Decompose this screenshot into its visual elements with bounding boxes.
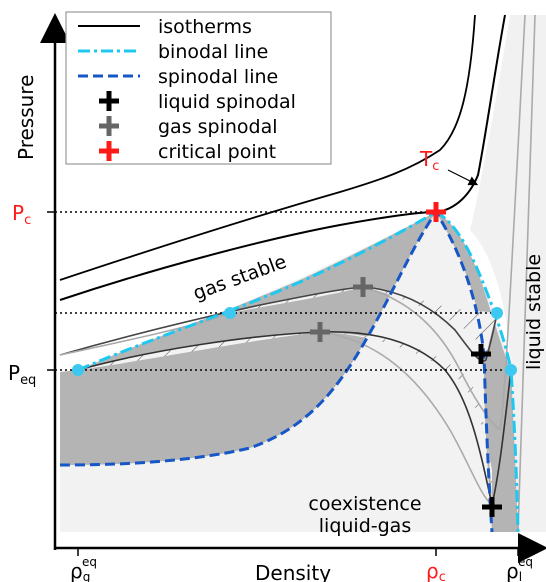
legend-label-critical-point: critical point	[158, 141, 276, 163]
binodal-point-liquid-eq	[505, 364, 517, 376]
coexistence-label-line1: coexistence	[308, 493, 421, 515]
gas-spinodal-marker-lower	[310, 322, 330, 342]
tc-arrow	[447, 169, 479, 186]
liquid-spinodal-marker-upper	[471, 344, 491, 364]
legend-box	[65, 11, 332, 165]
binodal-point-gas-eq	[72, 364, 84, 376]
upper-hatch-area	[230, 287, 497, 360]
isotherm-liquid-side-2	[517, 14, 536, 533]
legend: isotherms binodal line spinodal line liq…	[65, 11, 332, 165]
binodal-point-liquid-mid	[491, 307, 503, 319]
legend-label-isotherms: isotherms	[158, 16, 252, 38]
coexistence-label-line2: liquid-gas	[319, 515, 411, 537]
x-axis-label: Density	[255, 561, 331, 582]
liquid-metastable-region	[436, 212, 518, 532]
legend-label-liquid-spinodal: liquid spinodal	[158, 91, 296, 113]
x-tick-label-rho-l-sup: eq	[518, 555, 533, 569]
spinodal-line	[59, 209, 494, 533]
tc-label: Tc	[419, 147, 439, 174]
legend-label-binodal: binodal line	[158, 41, 268, 63]
legend-swatch-gas-spinodal	[99, 116, 119, 136]
legend-swatch-liquid-spinodal	[99, 91, 119, 111]
legend-label-gas-spinodal: gas spinodal	[158, 116, 278, 138]
liquid-stable-region	[470, 15, 546, 532]
y-axis-label: Pressure	[14, 75, 38, 160]
isotherm-low	[77, 331, 512, 506]
x-tick-label-rho-g: ρg	[70, 559, 90, 582]
liquid-stable-label: liquid stable	[523, 254, 545, 370]
isotherm-supercritical	[59, 14, 476, 281]
y-tick-label-pc: Pc	[12, 201, 31, 228]
gas-spinodal-marker-upper	[353, 277, 373, 297]
liquid-spinodal-marker-lower	[482, 497, 502, 517]
x-tick-label-rho-l: ρl	[506, 559, 522, 582]
critical-point-marker	[426, 202, 446, 222]
x-tick-label-rho-c: ρc	[426, 559, 446, 582]
isotherm-mid-light	[59, 312, 231, 356]
legend-swatch-critical-point	[99, 141, 119, 161]
legend-label-spinodal: spinodal line	[158, 66, 278, 88]
binodal-point-gas-mid	[224, 307, 236, 319]
x-tick-label-rho-g-sup: eq	[82, 555, 97, 569]
isotherm-liquid-side	[499, 14, 526, 431]
y-tick-label-peq: Peq	[8, 361, 36, 388]
